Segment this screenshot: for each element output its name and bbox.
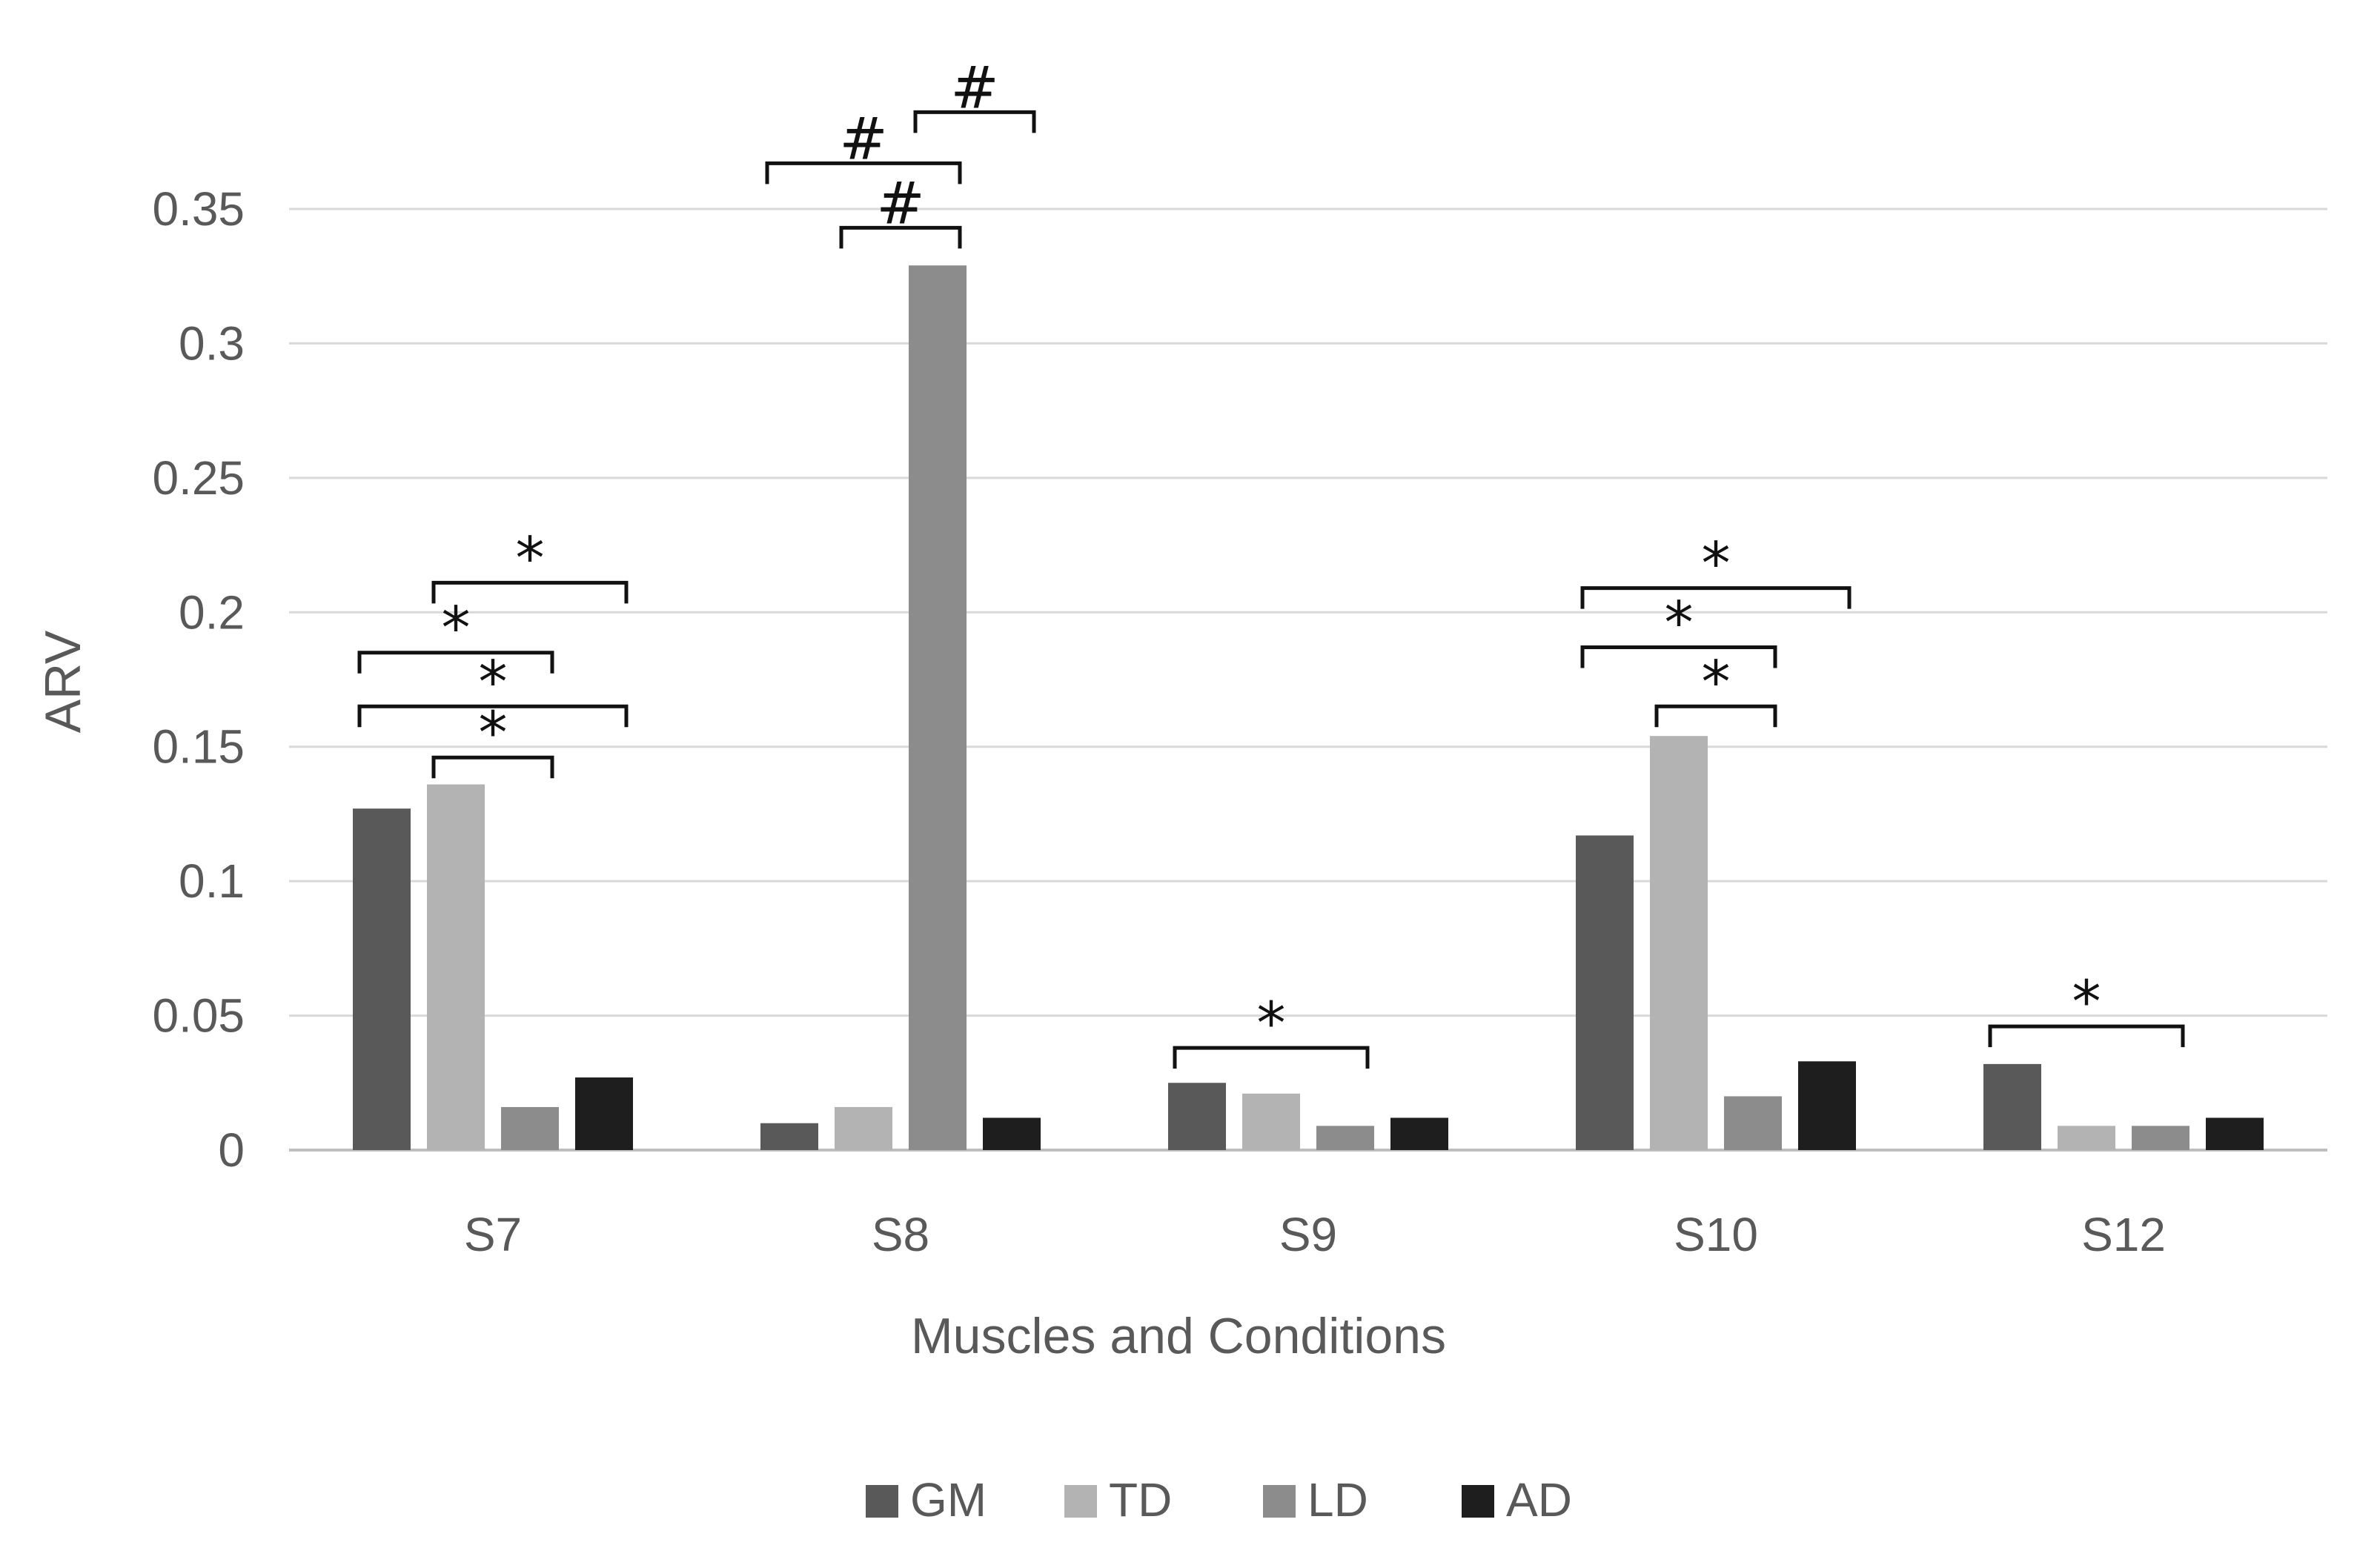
bar-gm-s12 xyxy=(1983,1063,2041,1150)
bar-ad-s12 xyxy=(2206,1117,2264,1150)
significance-bracket xyxy=(1988,1024,2185,1048)
x-tick-label-s10: S10 xyxy=(1674,1208,1758,1261)
bar-ad-s8 xyxy=(983,1117,1041,1150)
bar-ld-s7 xyxy=(501,1106,559,1150)
y-axis-ticks: 0 0.05 0.1 0.15 0.2 0.25 0.3 0.35 xyxy=(152,182,245,1177)
bar-td-s7 xyxy=(427,784,485,1150)
significance-bracket xyxy=(1580,586,1852,609)
significance-bracket xyxy=(357,704,629,728)
x-axis-title: Muscles and Conditions xyxy=(911,1308,1446,1364)
y-tick-label: 0.2 xyxy=(179,585,245,639)
bar-gm-s7 xyxy=(353,808,411,1150)
bar-gm-s10 xyxy=(1576,835,1634,1150)
significance-marker: # xyxy=(950,55,998,122)
significance-marker: * xyxy=(479,649,508,716)
x-tick-label-s7: S7 xyxy=(464,1208,522,1261)
significance-bracket xyxy=(357,651,554,674)
legend-label-ad: AD xyxy=(1506,1473,1572,1527)
significance-marker: # xyxy=(876,170,924,237)
bar-td-s10 xyxy=(1650,736,1708,1150)
significance-marker: * xyxy=(2072,969,2101,1036)
x-tick-label-s8: S8 xyxy=(872,1208,929,1261)
significance-marker: * xyxy=(516,525,545,592)
significance-marker: * xyxy=(479,700,508,767)
x-axis-ticks: S7 S8 S9 S10 S12 xyxy=(464,1208,2166,1261)
legend-swatch-ld xyxy=(1263,1485,1296,1518)
bar-ld-s10 xyxy=(1724,1096,1782,1150)
x-tick-label-s12: S12 xyxy=(2081,1208,2166,1261)
significance-bracket xyxy=(1580,645,1777,668)
gridlines xyxy=(289,207,2327,1152)
bar-ad-s7 xyxy=(575,1077,633,1150)
y-tick-label: 0.3 xyxy=(179,316,245,370)
bar-ld-s12 xyxy=(2132,1126,2189,1150)
significance-marker: * xyxy=(1702,531,1731,598)
significance-marker: * xyxy=(1665,590,1694,657)
significance-marker: * xyxy=(442,596,471,662)
x-tick-label-s9: S9 xyxy=(1279,1208,1337,1261)
bar-gm-s8 xyxy=(760,1123,818,1150)
legend: GM TD LD AD xyxy=(866,1473,1572,1527)
y-tick-label: 0 xyxy=(218,1123,245,1177)
significance-bracket xyxy=(765,161,962,185)
significance-bracket xyxy=(839,225,962,249)
bar-td-s8 xyxy=(835,1106,892,1150)
bar-gm-s9 xyxy=(1168,1083,1226,1150)
significance-bracket xyxy=(1173,1046,1370,1069)
bar-ad-s10 xyxy=(1798,1061,1856,1150)
significance-bracket xyxy=(431,755,554,779)
bar-td-s12 xyxy=(2058,1126,2115,1150)
y-tick-label: 0.25 xyxy=(152,451,245,505)
y-axis-title: ARV xyxy=(35,630,91,733)
bar-td-s9 xyxy=(1242,1093,1300,1150)
y-tick-label: 0.15 xyxy=(152,720,245,774)
significance-bracket xyxy=(913,110,1036,133)
bar-ld-s8 xyxy=(909,265,967,1151)
legend-swatch-td xyxy=(1064,1485,1097,1518)
significance-bracket xyxy=(431,580,629,604)
legend-swatch-ad xyxy=(1462,1485,1494,1518)
significance-bracket xyxy=(1654,704,1777,728)
y-tick-label: 0.05 xyxy=(152,989,245,1043)
y-tick-label: 0.1 xyxy=(179,854,245,908)
y-tick-label: 0.35 xyxy=(152,182,245,236)
bar-ld-s9 xyxy=(1316,1126,1374,1150)
legend-label-td: TD xyxy=(1109,1473,1172,1527)
significance-marker: * xyxy=(1257,991,1286,1057)
bars xyxy=(353,265,2264,1151)
significance-marker: * xyxy=(1702,649,1731,716)
legend-label-gm: GM xyxy=(910,1473,987,1527)
significance-annotations: ****###***** xyxy=(357,55,2185,1069)
legend-swatch-gm xyxy=(866,1485,898,1518)
bar-ad-s9 xyxy=(1390,1117,1448,1150)
significance-marker: # xyxy=(839,106,887,173)
legend-label-ld: LD xyxy=(1307,1473,1368,1527)
